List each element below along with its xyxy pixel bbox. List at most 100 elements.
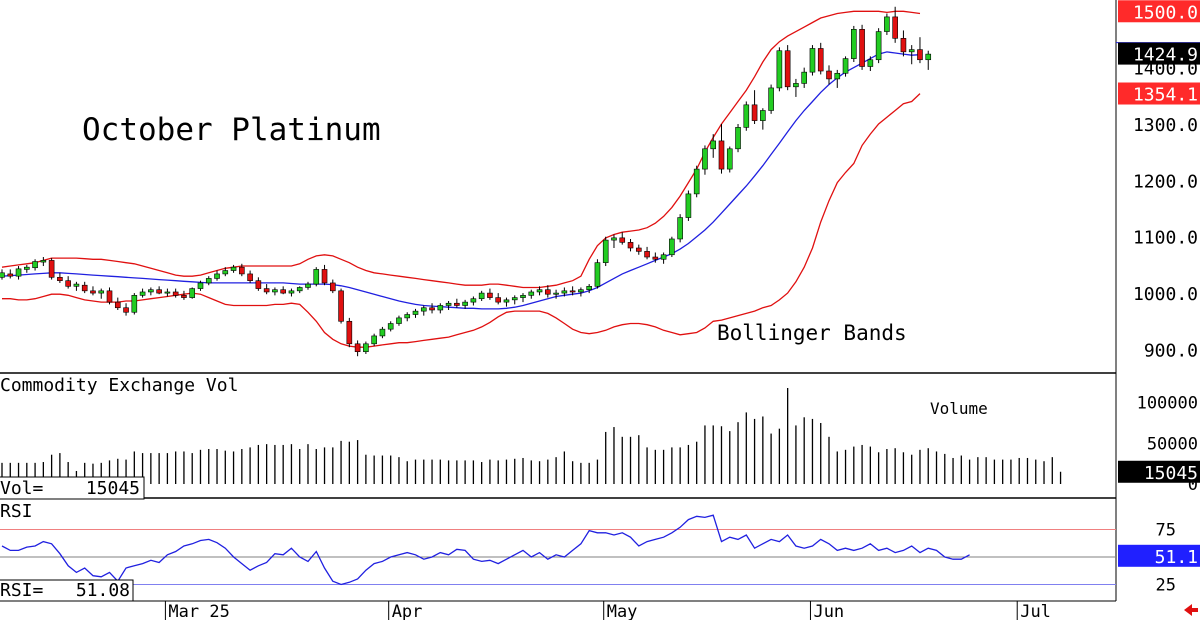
candle [272,287,278,296]
candle [817,42,824,75]
candle [98,288,105,299]
rsi-readout-value: 51.08 [76,580,130,601]
rsi-axis-tick: 25 [1156,576,1176,596]
candle [553,289,559,299]
candle [48,258,55,280]
candle [487,288,493,300]
price-axis-tick: 900.0 [1144,340,1198,361]
candle [462,299,468,309]
candle [81,281,88,294]
candle [396,315,402,326]
candle [420,305,427,316]
candle [900,30,907,57]
candle [288,288,295,297]
svg-text:51.1: 51.1 [1155,547,1198,568]
upper-bollinger-band [1,10,921,289]
candle [536,286,543,296]
candle [760,108,766,130]
candle [611,234,617,248]
price-badge: 1500.0 [1118,0,1200,23]
candle [197,280,204,291]
candle [321,264,328,286]
candle [346,317,353,348]
candle [635,244,642,255]
candle [503,297,510,307]
candle [545,285,551,298]
rsi-line [1,514,970,586]
month-label: Apr [392,602,423,620]
candle [189,287,196,299]
volume-readout-label: Vol= [0,478,44,499]
candle [875,28,882,64]
candle [511,295,518,305]
candle [437,303,444,314]
volume-annotation: Volume [930,399,988,418]
candle [925,50,932,70]
candle [652,252,659,263]
candle [735,124,741,153]
month-label: Jun [813,602,844,620]
price-badge: 1424.9 [1116,42,1200,66]
candle [867,56,874,72]
svg-text:1424.9: 1424.9 [1133,45,1198,66]
candle [172,288,179,298]
candle [65,276,71,289]
candle [710,134,717,158]
candle [57,272,63,283]
price-axis-tick: 1000.0 [1133,284,1198,305]
candle [32,259,38,271]
candle [478,290,485,301]
candle [280,286,286,295]
candle [834,69,841,88]
candle [106,287,113,305]
candle [495,293,502,305]
candle [148,287,154,296]
candle [263,284,270,295]
candle [726,146,733,173]
candle [718,124,725,174]
candle [255,277,262,291]
candle [793,78,799,97]
candle [809,45,816,76]
candle [859,24,865,70]
candle [313,267,320,287]
candle [247,270,253,283]
scroll-left-arrow-icon[interactable] [1184,604,1198,616]
candle [371,333,377,347]
rsi-panel [1,514,970,586]
candle [338,288,344,324]
candle [445,300,452,310]
volume-badge: 15045 [1118,460,1200,484]
price-axis-tick: 1200.0 [1133,171,1198,192]
candle [784,45,791,91]
price-badge: 1354.1 [1118,82,1200,106]
candle [123,303,129,316]
candle [230,264,237,273]
candle [404,312,411,322]
lower-bollinger-band [2,93,921,348]
candle [660,252,667,264]
month-label: Jul [1020,602,1051,620]
volume-readout-value: 15045 [86,478,140,499]
price-axis-tick: 1100.0 [1133,228,1198,249]
price-panel [0,6,932,357]
candle [561,287,568,297]
candle [743,101,750,131]
volume-axis-tick: 50000 [1147,434,1198,454]
candle [181,290,187,300]
candle [156,286,162,295]
candle [768,84,774,114]
candle [685,190,692,221]
candle [619,232,626,245]
candle [114,297,121,310]
candle [296,286,303,294]
candle [40,257,47,267]
candle [751,90,758,124]
candle [602,236,609,267]
candle [205,276,212,286]
candle [594,259,601,289]
candle [801,67,807,88]
chart-title: October Platinum [82,112,381,148]
rsi-badge: 51.1 [1118,544,1200,568]
